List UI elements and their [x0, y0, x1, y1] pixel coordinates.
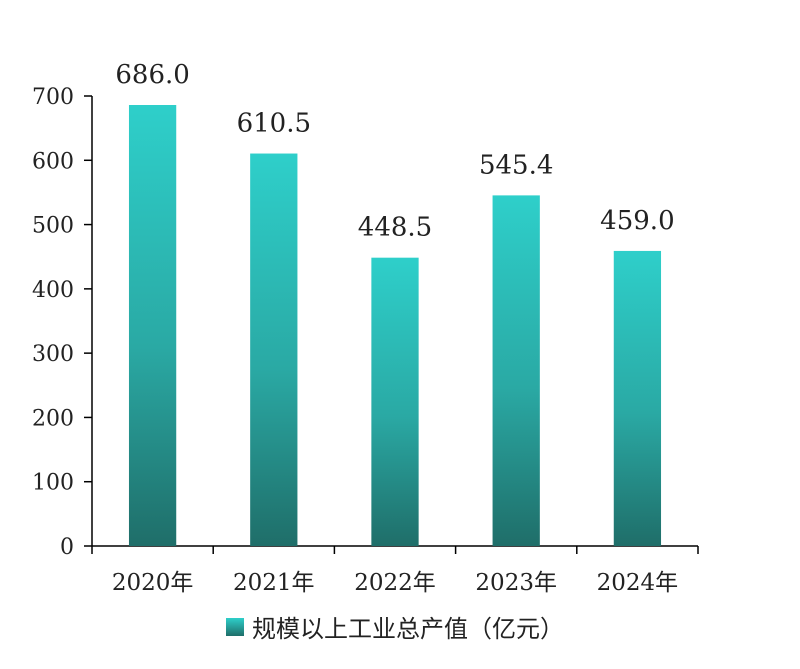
y-tick-label: 700	[32, 85, 74, 110]
x-tick-label: 2021年	[233, 570, 315, 596]
x-tick-label: 2023年	[475, 570, 557, 596]
y-tick-label: 100	[32, 471, 74, 496]
x-tick-label: 2024年	[597, 570, 679, 596]
legend: 规模以上工业总产值（亿元）	[226, 609, 564, 644]
data-label: 448.5	[358, 213, 432, 243]
data-label: 686.0	[115, 60, 189, 90]
y-tick-label: 200	[32, 406, 74, 431]
bar	[371, 257, 419, 546]
bars	[128, 105, 662, 547]
y-axis: 0 100 200 300 400 500 600 700	[32, 85, 93, 560]
data-label: 545.4	[479, 150, 553, 180]
bar	[250, 153, 298, 547]
data-labels: 686.0 610.5 448.5 545.4 459.0	[115, 60, 674, 243]
legend-label: 规模以上工业总产值（亿元）	[252, 615, 564, 643]
data-label: 610.5	[237, 109, 311, 139]
bar	[492, 195, 540, 546]
y-tick-label: 600	[32, 149, 74, 174]
y-tick-label: 0	[60, 535, 74, 560]
y-tick-label: 300	[32, 342, 74, 367]
x-axis: 2020年 2021年 2022年 2023年 2024年	[91, 545, 699, 596]
bar	[613, 250, 662, 546]
y-tick-label: 500	[32, 214, 74, 239]
x-tick-label: 2022年	[354, 570, 436, 596]
data-label: 459.0	[600, 206, 674, 236]
legend-swatch	[226, 617, 244, 636]
bar	[128, 105, 177, 546]
x-tick-label: 2020年	[112, 570, 194, 596]
y-tick-label: 400	[32, 278, 74, 303]
